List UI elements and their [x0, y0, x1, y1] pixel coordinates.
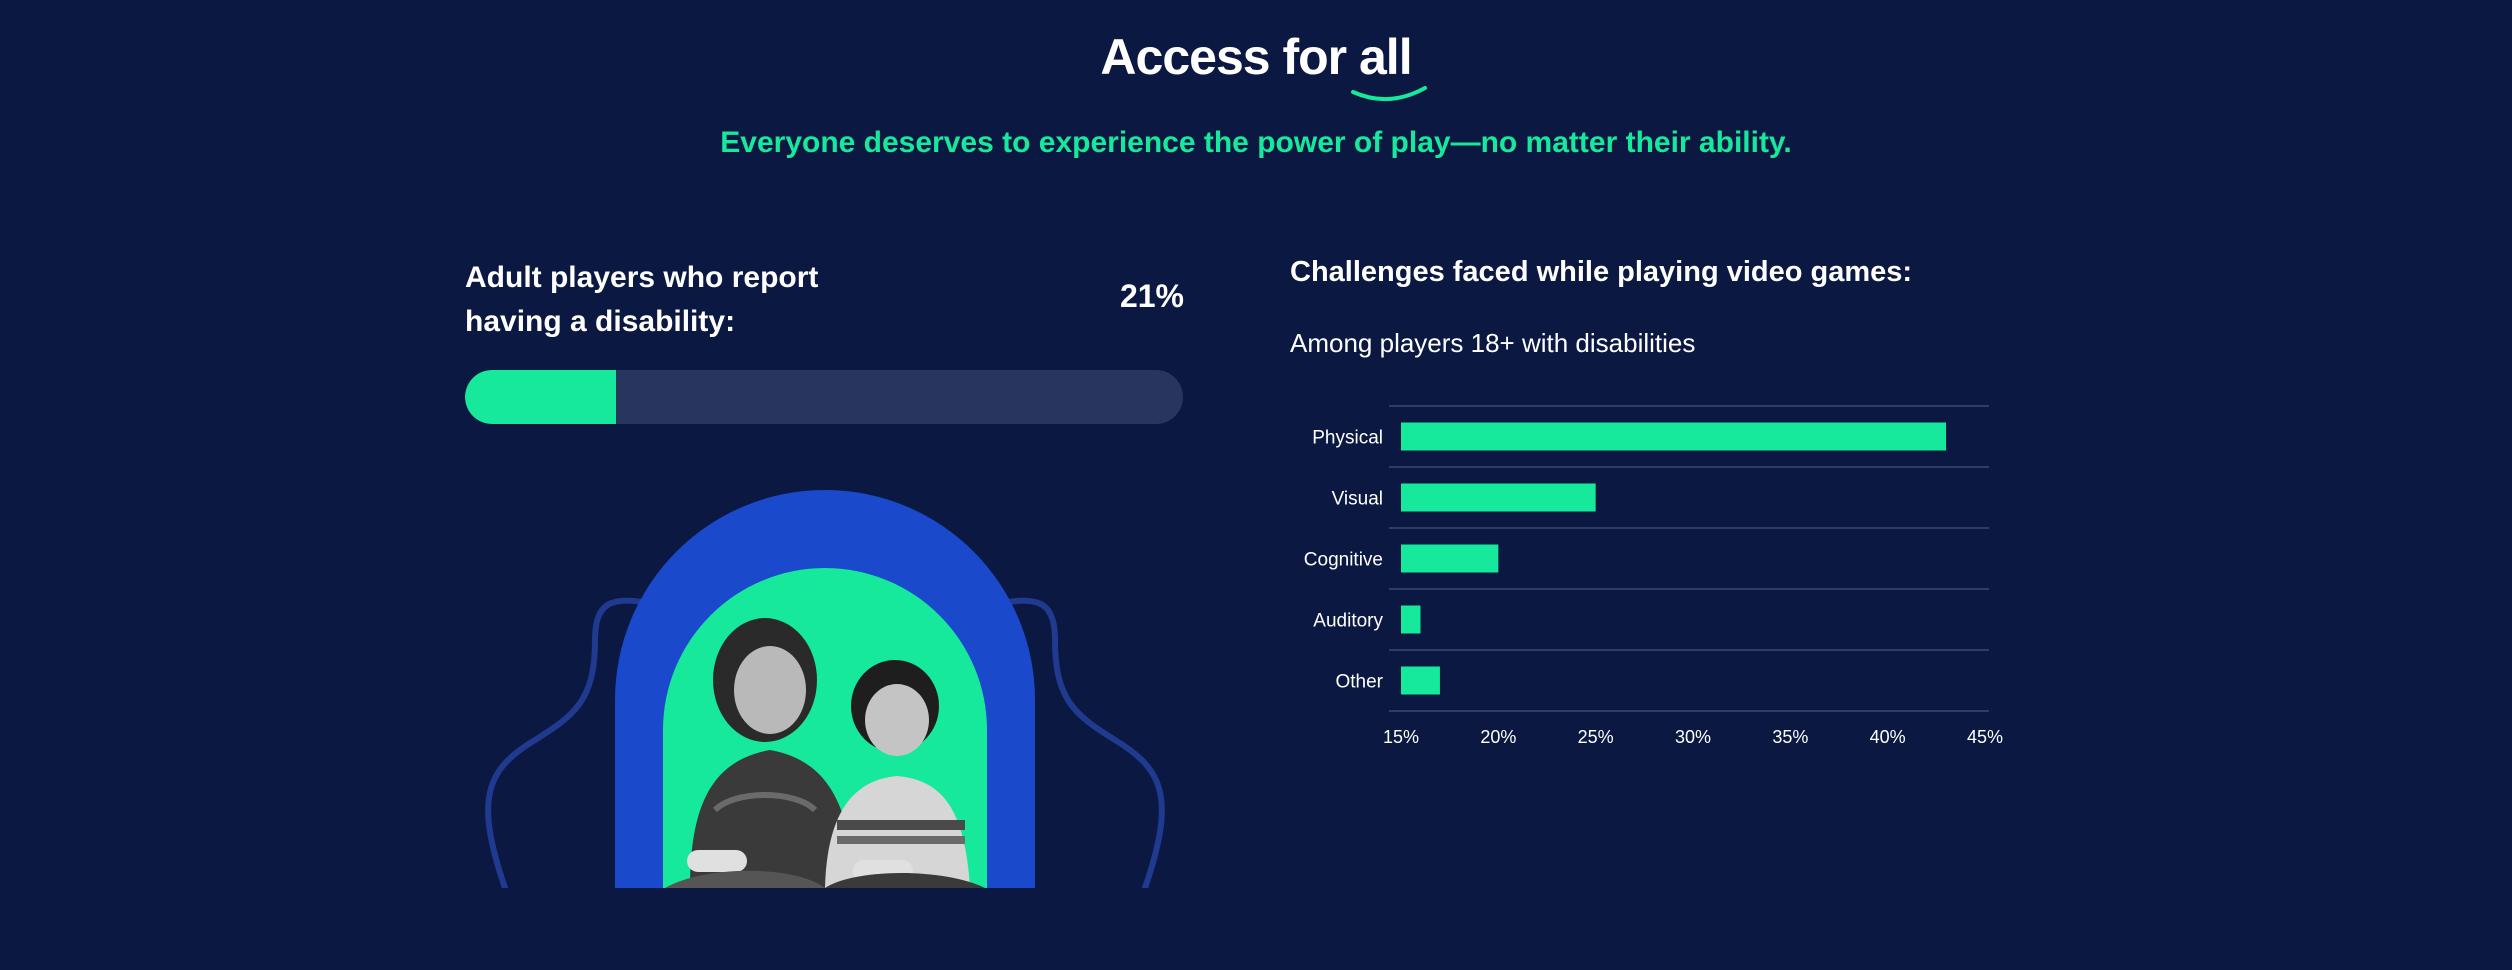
page-subtitle: Everyone deserves to experience the powe… [720, 126, 1792, 159]
bar [1401, 544, 1499, 573]
tick-label: 25% [1578, 727, 1614, 747]
category-label: Other [1335, 672, 1383, 693]
category-label: Physical [1312, 428, 1383, 449]
category-label: Cognitive [1304, 550, 1383, 571]
title-prefix: Access for [1100, 29, 1359, 85]
bar [1401, 666, 1440, 695]
bar [1401, 605, 1421, 634]
underline-swoosh-icon [1351, 86, 1427, 102]
chart-subtitle: Among players 18+ with disabilities [1290, 328, 1696, 358]
category-label: Auditory [1313, 611, 1383, 632]
tick-label: 45% [1967, 727, 2003, 747]
page-title: Access for all [0, 28, 2512, 102]
tick-label: 30% [1675, 727, 1711, 747]
chart-title: Challenges faced while playing video gam… [1290, 256, 1913, 288]
progress-bar [465, 370, 1183, 424]
category-label: Visual [1332, 489, 1383, 510]
bar [1401, 483, 1596, 512]
tick-label: 20% [1480, 727, 1516, 747]
bar-chart: Physical Visual Cognitive Auditory Other 15% 2… [1304, 405, 2003, 747]
family-gaming-illustration [485, 490, 1165, 888]
tick-label: 35% [1772, 727, 1808, 747]
progress-fill [465, 370, 616, 424]
stat-label: Adult players who report having a disabi… [465, 261, 819, 338]
stat-value: 21% [1119, 278, 1184, 314]
bar [1401, 422, 1947, 451]
tick-label: 15% [1383, 727, 1419, 747]
title-highlight: all [1351, 28, 1427, 102]
people-figures [665, 618, 985, 888]
tick-label: 40% [1870, 727, 1906, 747]
title-highlight-text: all [1359, 29, 1413, 85]
